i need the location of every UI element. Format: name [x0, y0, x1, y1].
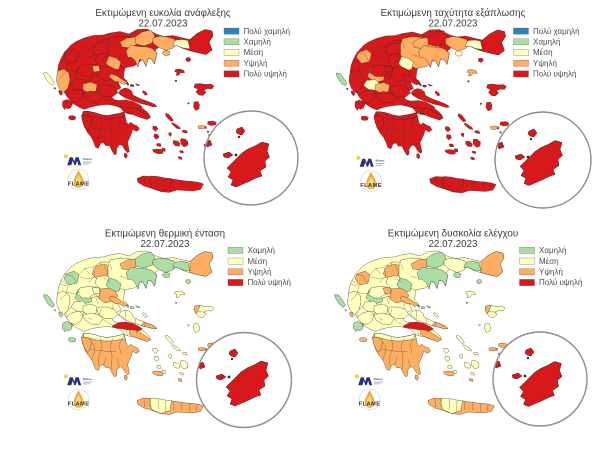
- svg-text:22.07.2023: 22.07.2023: [428, 239, 478, 250]
- svg-text:Χαμηλή: Χαμηλή: [244, 38, 271, 47]
- svg-text:22.07.2023: 22.07.2023: [138, 18, 188, 29]
- svg-text:Χαμηλή: Χαμηλή: [248, 246, 275, 255]
- svg-text:Πολύ υψηλή: Πολύ υψηλή: [539, 278, 582, 287]
- svg-text:22.07.2023: 22.07.2023: [140, 239, 190, 250]
- svg-text:Χαμηλή: Χαμηλή: [533, 38, 560, 47]
- svg-text:Πολύ υψηλή: Πολύ υψηλή: [533, 70, 576, 79]
- svg-text:Εκτιμώμενη δυσκολία ελέγχου: Εκτιμώμενη δυσκολία ελέγχου: [388, 229, 518, 240]
- svg-text:Μέση: Μέση: [533, 48, 553, 57]
- svg-text:Πολύ υψηλή: Πολύ υψηλή: [244, 70, 287, 79]
- svg-text:Εκτιμώμενη ευκολία ανάφλεξης: Εκτιμώμενη ευκολία ανάφλεξης: [95, 8, 231, 19]
- svg-text:Meteo: Meteo: [83, 377, 92, 381]
- svg-text:Εκτιμώμενη ταχύτητα εξάπλωσης: Εκτιμώμενη ταχύτητα εξάπλωσης: [381, 8, 526, 19]
- svg-text:22.07.2023: 22.07.2023: [428, 18, 478, 29]
- svg-text:Meteo: Meteo: [374, 377, 383, 381]
- svg-text:Meteo: Meteo: [83, 157, 92, 161]
- svg-text:Μέση: Μέση: [539, 257, 559, 266]
- svg-text:Πολύ υψηλή: Πολύ υψηλή: [248, 278, 291, 287]
- svg-text:Χαμηλή: Χαμηλή: [539, 246, 566, 255]
- svg-text:Πολύ χαμηλή: Πολύ χαμηλή: [533, 27, 580, 36]
- svg-text:Υψηλή: Υψηλή: [533, 59, 557, 68]
- svg-text:FLAME: FLAME: [68, 181, 90, 187]
- svg-text:Υψηλή: Υψηλή: [539, 268, 563, 277]
- svg-text:Υψηλή: Υψηλή: [248, 268, 272, 277]
- svg-text:Μέση: Μέση: [244, 48, 264, 57]
- svg-text:Meteo: Meteo: [376, 159, 385, 163]
- svg-text:Υψηλή: Υψηλή: [244, 59, 268, 68]
- svg-text:Εκτιμώμενη θερμική ένταση: Εκτιμώμενη θερμική ένταση: [105, 229, 225, 240]
- svg-text:FLAME: FLAME: [359, 401, 381, 407]
- svg-text:FLAME: FLAME: [68, 401, 90, 407]
- svg-text:FLAME: FLAME: [360, 183, 382, 189]
- svg-text:Πολύ χαμηλή: Πολύ χαμηλή: [244, 27, 291, 36]
- svg-text:Μέση: Μέση: [248, 257, 268, 266]
